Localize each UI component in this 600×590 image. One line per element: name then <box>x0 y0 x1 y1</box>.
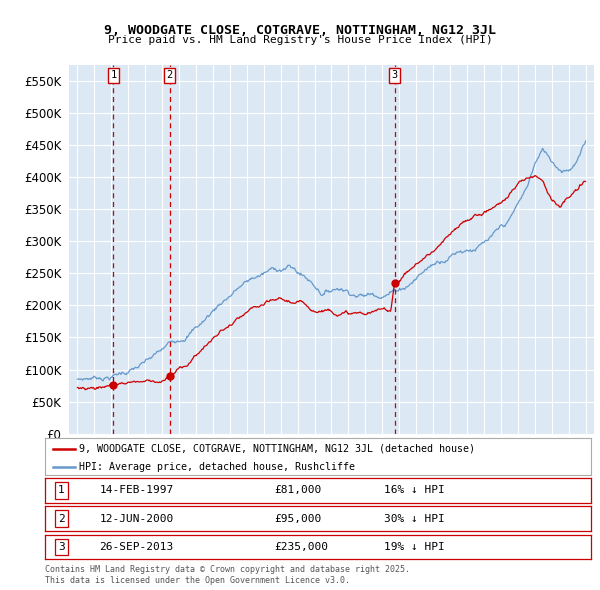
Text: £95,000: £95,000 <box>274 514 322 523</box>
Text: 3: 3 <box>392 70 398 80</box>
Text: 12-JUN-2000: 12-JUN-2000 <box>100 514 174 523</box>
Text: This data is licensed under the Open Government Licence v3.0.: This data is licensed under the Open Gov… <box>45 576 350 585</box>
Text: 2: 2 <box>167 70 173 80</box>
Text: Contains HM Land Registry data © Crown copyright and database right 2025.: Contains HM Land Registry data © Crown c… <box>45 565 410 574</box>
Text: 3: 3 <box>58 542 65 552</box>
Text: 9, WOODGATE CLOSE, COTGRAVE, NOTTINGHAM, NG12 3JL: 9, WOODGATE CLOSE, COTGRAVE, NOTTINGHAM,… <box>104 24 496 37</box>
Text: 26-SEP-2013: 26-SEP-2013 <box>100 542 174 552</box>
Text: 30% ↓ HPI: 30% ↓ HPI <box>383 514 444 523</box>
Text: 2: 2 <box>58 514 65 523</box>
Text: 14-FEB-1997: 14-FEB-1997 <box>100 486 174 495</box>
Text: 9, WOODGATE CLOSE, COTGRAVE, NOTTINGHAM, NG12 3JL (detached house): 9, WOODGATE CLOSE, COTGRAVE, NOTTINGHAM,… <box>79 444 475 454</box>
Text: 1: 1 <box>58 486 65 495</box>
Text: £235,000: £235,000 <box>274 542 328 552</box>
Text: Price paid vs. HM Land Registry's House Price Index (HPI): Price paid vs. HM Land Registry's House … <box>107 35 493 45</box>
Text: 19% ↓ HPI: 19% ↓ HPI <box>383 542 444 552</box>
Text: 1: 1 <box>110 70 116 80</box>
Text: £81,000: £81,000 <box>274 486 322 495</box>
Text: 16% ↓ HPI: 16% ↓ HPI <box>383 486 444 495</box>
Text: HPI: Average price, detached house, Rushcliffe: HPI: Average price, detached house, Rush… <box>79 462 355 472</box>
